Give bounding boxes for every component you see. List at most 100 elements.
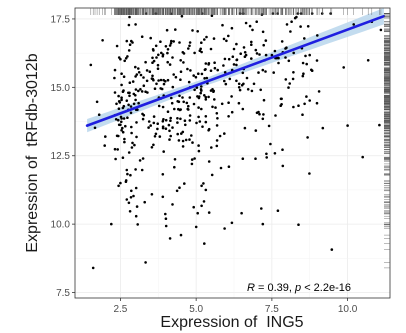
- data-point: [276, 209, 280, 212]
- data-point: [151, 56, 154, 60]
- data-point: [203, 38, 206, 41]
- data-point: [230, 26, 234, 30]
- data-point: [201, 125, 204, 128]
- data-point: [200, 89, 203, 92]
- data-point: [197, 115, 200, 119]
- data-point: [145, 79, 149, 83]
- data-point: [124, 180, 128, 183]
- data-point: [188, 138, 191, 141]
- data-point: [149, 36, 152, 40]
- data-point: [122, 75, 126, 78]
- data-point: [178, 108, 182, 112]
- data-point: [164, 224, 168, 228]
- data-point: [165, 28, 169, 32]
- data-point: [238, 88, 242, 92]
- y-tick-label: 17.5: [51, 14, 71, 25]
- data-point: [301, 61, 305, 65]
- data-point: [181, 145, 185, 148]
- data-point: [242, 46, 246, 49]
- data-point: [299, 25, 302, 28]
- data-point: [161, 53, 165, 56]
- data-point: [143, 200, 146, 204]
- data-point: [200, 107, 203, 111]
- data-point: [101, 39, 104, 42]
- data-point: [133, 143, 136, 147]
- data-point: [284, 78, 288, 81]
- data-point: [141, 117, 145, 121]
- data-point: [200, 85, 203, 88]
- data-point: [161, 120, 165, 123]
- data-point: [124, 124, 127, 128]
- data-point: [181, 139, 185, 143]
- y-tick-label: 10.0: [51, 220, 71, 231]
- data-point: [160, 51, 163, 55]
- data-point: [155, 82, 158, 86]
- data-point: [127, 23, 131, 27]
- data-point: [197, 144, 200, 147]
- data-point: [159, 78, 163, 82]
- data-point: [254, 129, 258, 132]
- data-point: [297, 104, 300, 107]
- data-point: [95, 100, 99, 104]
- data-point: [308, 172, 311, 175]
- data-point: [154, 44, 158, 48]
- data-point: [241, 157, 245, 160]
- data-point: [265, 152, 268, 156]
- data-point: [130, 125, 133, 129]
- data-point: [158, 135, 162, 138]
- data-point: [120, 117, 123, 120]
- data-point: [218, 134, 222, 138]
- data-point: [264, 53, 268, 57]
- correlation-annotation: R = 0.39, p < 2.2e-16: [247, 282, 351, 294]
- data-point: [173, 107, 176, 111]
- data-point: [140, 90, 144, 93]
- data-point: [228, 77, 232, 81]
- data-point: [237, 101, 241, 105]
- data-point: [244, 21, 248, 25]
- data-point: [210, 146, 213, 149]
- data-point: [342, 66, 346, 69]
- data-point: [124, 57, 128, 60]
- data-point: [250, 40, 253, 44]
- data-point: [235, 63, 238, 67]
- data-point: [225, 39, 228, 43]
- data-point: [195, 121, 198, 125]
- data-point: [125, 168, 129, 172]
- data-point: [135, 121, 138, 124]
- data-point: [178, 186, 181, 189]
- p-symbol: p: [294, 282, 301, 294]
- data-point: [220, 102, 224, 106]
- data-point: [115, 44, 119, 48]
- data-point: [273, 49, 277, 53]
- data-point: [194, 225, 198, 229]
- data-point: [241, 107, 245, 111]
- data-point: [128, 43, 132, 46]
- data-point: [135, 135, 138, 139]
- data-point: [130, 39, 133, 43]
- data-point: [113, 91, 117, 94]
- data-point: [207, 129, 210, 132]
- data-point: [264, 39, 268, 42]
- data-point: [161, 173, 165, 176]
- data-point: [258, 53, 261, 56]
- data-point: [280, 103, 283, 106]
- data-point: [183, 182, 186, 185]
- data-point: [237, 82, 241, 86]
- data-point: [301, 74, 305, 78]
- data-point: [232, 47, 236, 51]
- data-point: [203, 242, 206, 245]
- data-point: [191, 29, 194, 32]
- data-point: [122, 117, 126, 120]
- data-point: [295, 15, 298, 19]
- data-point: [154, 132, 158, 136]
- data-point: [251, 28, 254, 32]
- data-point: [129, 105, 133, 108]
- data-point: [250, 57, 253, 60]
- x-tick-label: 2.5: [113, 304, 127, 315]
- data-point: [204, 98, 208, 101]
- data-point: [306, 25, 310, 28]
- data-point: [134, 98, 137, 102]
- data-point: [195, 86, 199, 89]
- data-point: [255, 111, 259, 115]
- data-point: [155, 56, 158, 59]
